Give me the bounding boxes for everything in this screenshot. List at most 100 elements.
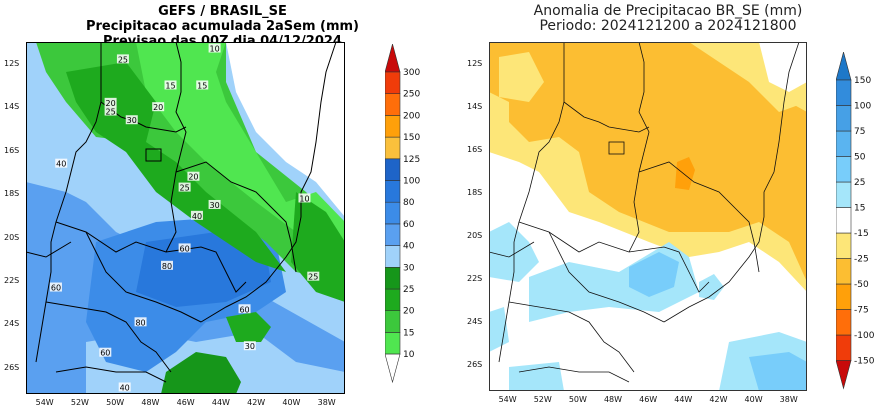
x-tick-label: 50W: [568, 395, 587, 404]
colorbar-tick-label: 250: [403, 90, 420, 100]
contour-label: 80: [134, 317, 147, 327]
state-boundary: [518, 366, 630, 383]
colorbar-segment: [836, 232, 852, 259]
anomaly-field-yellow-ne: [689, 42, 807, 112]
state-boundary: [85, 231, 202, 323]
x-tick-label: 42W: [247, 398, 266, 407]
anomaly-field-light-blue-sw: [489, 307, 509, 352]
contour-label: 10: [298, 193, 311, 203]
colorbar-tick-label: 25: [854, 178, 865, 188]
contour-label-text: 25: [308, 273, 318, 282]
colorbar-tick-label: -75: [854, 306, 869, 316]
colorbar-segment: [836, 79, 852, 106]
boundaries: [26, 42, 337, 383]
x-tick-label: 46W: [176, 398, 195, 407]
y-tick-label: 22S: [4, 276, 20, 285]
right-map-title: Anomalia de Precipitacao BR_SE (mm) Peri…: [445, 4, 891, 34]
colorbar-segment: [836, 207, 852, 234]
colorbar-tick-label: 30: [403, 263, 415, 273]
colorbar-segment: [836, 283, 852, 310]
precip-field-25-30: [66, 62, 286, 272]
colorbar-segment: [385, 288, 401, 312]
map-frame: [489, 42, 807, 391]
state-boundary: [628, 42, 650, 253]
contour-label: 20: [152, 102, 165, 112]
contour-label-text: 40: [56, 160, 66, 169]
anomaly-field-blue-se: [749, 352, 807, 391]
colorbar-segment: [836, 181, 852, 208]
left-title-line1: GEFS / BRASIL_SE: [158, 4, 287, 19]
colorbar-tick-label: 10: [403, 350, 415, 360]
x-tick-label: 44W: [674, 395, 693, 404]
colorbar-segment: [385, 201, 401, 225]
x-tick-label: 42W: [709, 395, 728, 404]
contour-label-text: 80: [162, 262, 172, 271]
x-tick-label: 52W: [70, 398, 89, 407]
contour-label: 25: [307, 271, 320, 282]
precip-field-green-offshore: [226, 312, 271, 342]
contour-label-text: 60: [100, 349, 110, 358]
colorbar-segment: [836, 156, 852, 183]
state-boundary: [518, 221, 710, 293]
contour-label: 15: [164, 80, 177, 90]
contour-label-text: 40: [192, 212, 202, 221]
colorbar-segment: [836, 258, 852, 285]
df-boundary: [608, 141, 625, 155]
colorbar-tick-label: -50: [854, 280, 869, 290]
left-title-line2: Precipitacao acumulada 2aSem (mm): [85, 19, 359, 34]
anomaly-map: [489, 42, 807, 391]
contour-label-text: 10: [299, 194, 309, 203]
state-boundary: [508, 301, 635, 373]
colorbar-segment: [836, 309, 852, 336]
contour-label-text: 30: [127, 116, 137, 125]
contour-label: 60: [99, 347, 112, 358]
colorbar-segment: [385, 136, 401, 160]
contour-label: 60: [178, 243, 191, 253]
contour-label-text: 15: [197, 81, 207, 90]
colorbar-tick-label: 50: [854, 153, 866, 163]
y-tick-label: 26S: [4, 362, 20, 372]
colorbar-segment: [385, 332, 401, 355]
contour-label-text: 30: [245, 342, 255, 351]
precip-field-15-20: [136, 42, 345, 242]
right-title-line1: Anomalia de Precipitacao BR_SE (mm): [533, 3, 803, 19]
colorbar-arrow-max: [836, 52, 852, 81]
contour-label: 15: [196, 80, 209, 90]
colorbar-tick-label: 150: [403, 133, 420, 143]
colorbar-arrow-max: [385, 44, 401, 73]
right-title-line2: Periodo: 2024121200 a 2024121800: [539, 18, 797, 34]
x-tick-label: 38W: [779, 395, 798, 404]
colorbar-segment: [385, 158, 401, 181]
colorbar-tick-label: -25: [854, 255, 869, 265]
df-boundary: [145, 148, 162, 162]
precip-field-green-coast: [291, 192, 345, 302]
contour-label: 60: [49, 282, 62, 293]
x-tick-label: 44W: [211, 398, 230, 407]
x-tick-label: 40W: [744, 395, 763, 404]
anomaly-colorbar: -150 -100 -75 -50 -25 -15 15 25 50 75 100 150: [836, 52, 875, 390]
colorbar-tick-label: 100: [403, 177, 420, 187]
colorbar-tick-label: 300: [403, 68, 420, 78]
anomaly-field-dark-orange: [675, 157, 695, 190]
y-tick-label: 14S: [4, 102, 20, 112]
contour-label-text: 80: [135, 318, 145, 327]
precip-field-green-south: [161, 352, 241, 394]
contour-label-text: 20: [153, 103, 163, 112]
contour-label-text: 15: [165, 81, 175, 90]
anomaly-field-blue-center: [629, 252, 679, 297]
y-tick-label: 20S: [467, 230, 483, 240]
colorbar-segment: [385, 223, 401, 246]
precip-field-no-rain: [226, 42, 345, 217]
state-boundary: [489, 241, 535, 258]
colorbar-segment: [385, 71, 401, 95]
contour-label: 80: [160, 260, 173, 271]
contour-label-text: 20: [188, 173, 198, 182]
colorbar-arrow-min: [385, 353, 401, 384]
x-tick-label: 48W: [603, 395, 623, 404]
contour-label-text: 30: [209, 201, 219, 210]
colorbar-tick-label: 20: [403, 307, 415, 317]
contour-label: 40: [55, 158, 68, 169]
state-boundary: [100, 101, 187, 133]
state-boundary: [165, 42, 187, 253]
